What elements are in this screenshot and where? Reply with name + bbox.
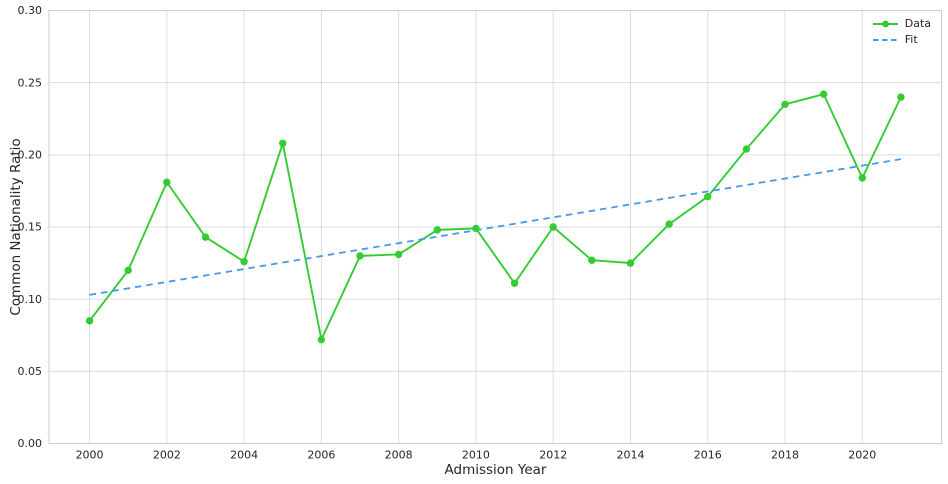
data-point-marker (394, 250, 403, 259)
data-point-marker (665, 220, 673, 228)
data-point-marker (163, 178, 171, 186)
x-tick-label: 2010 (462, 449, 490, 462)
y-axis-title: Common Nationality Ratio (8, 138, 24, 316)
data-series-line (88, 93, 902, 341)
data-point-marker (433, 226, 441, 234)
x-axis-title: Admission Year (444, 462, 547, 478)
data-point-marker (549, 223, 557, 231)
data-point-marker (472, 224, 480, 233)
data-point-marker (704, 192, 712, 201)
legend-data-line-icon (872, 20, 898, 27)
legend-item-data: Data (872, 17, 931, 30)
data-point-marker (85, 317, 94, 325)
legend-item-fit: Fit (872, 33, 931, 46)
y-tick-label: 0.20 (18, 148, 43, 161)
data-point-marker (356, 252, 364, 260)
y-tick-label: 0.10 (18, 293, 43, 306)
x-tick-label: 2000 (76, 449, 104, 462)
x-tick-label: 2012 (539, 449, 567, 462)
legend-fit-label: Fit (904, 33, 918, 46)
x-tick-label: 2002 (153, 449, 181, 462)
x-tick-label: 2004 (230, 449, 258, 462)
plot-border (48, 10, 942, 444)
data-point-marker (317, 335, 326, 344)
data-point-marker (588, 256, 596, 264)
y-tick-label: 0.25 (18, 76, 43, 89)
x-tick-label: 2008 (385, 449, 413, 462)
x-tick-label: 2014 (616, 449, 644, 462)
legend-fit-dashed-line-icon (872, 38, 898, 41)
data-point-marker (819, 90, 828, 98)
data-point-marker (742, 145, 751, 153)
data-point-marker (201, 233, 210, 241)
data-point-marker (858, 174, 866, 182)
data-point-marker (240, 257, 248, 266)
legend: Data Fit (868, 15, 935, 48)
y-tick-label: 0.05 (18, 365, 43, 378)
x-tick-label: 2006 (307, 449, 335, 462)
x-tick-label: 2016 (694, 449, 722, 462)
legend-data-label: Data (904, 17, 931, 30)
data-point-marker (781, 100, 789, 109)
y-tick-label: 0.30 (18, 4, 43, 17)
y-tick-label: 0.00 (18, 437, 43, 450)
data-point-marker (510, 279, 519, 287)
data-point-marker (897, 93, 905, 101)
x-tick-label: 2018 (771, 449, 799, 462)
x-tick-label: 2020 (848, 449, 876, 462)
y-tick-label: 0.15 (18, 221, 43, 234)
data-point-marker (279, 139, 287, 147)
data-point-marker (124, 266, 132, 274)
data-point-marker (626, 259, 635, 267)
